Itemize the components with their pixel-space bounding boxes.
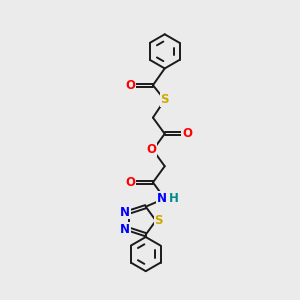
Text: H: H: [169, 192, 178, 205]
Text: O: O: [146, 143, 157, 157]
Text: S: S: [160, 93, 169, 106]
Text: N: N: [120, 206, 130, 218]
Text: O: O: [125, 176, 135, 189]
Text: S: S: [154, 214, 163, 227]
Text: O: O: [125, 79, 135, 92]
Text: N: N: [120, 223, 130, 236]
Text: N: N: [158, 192, 167, 205]
Text: O: O: [182, 127, 192, 140]
